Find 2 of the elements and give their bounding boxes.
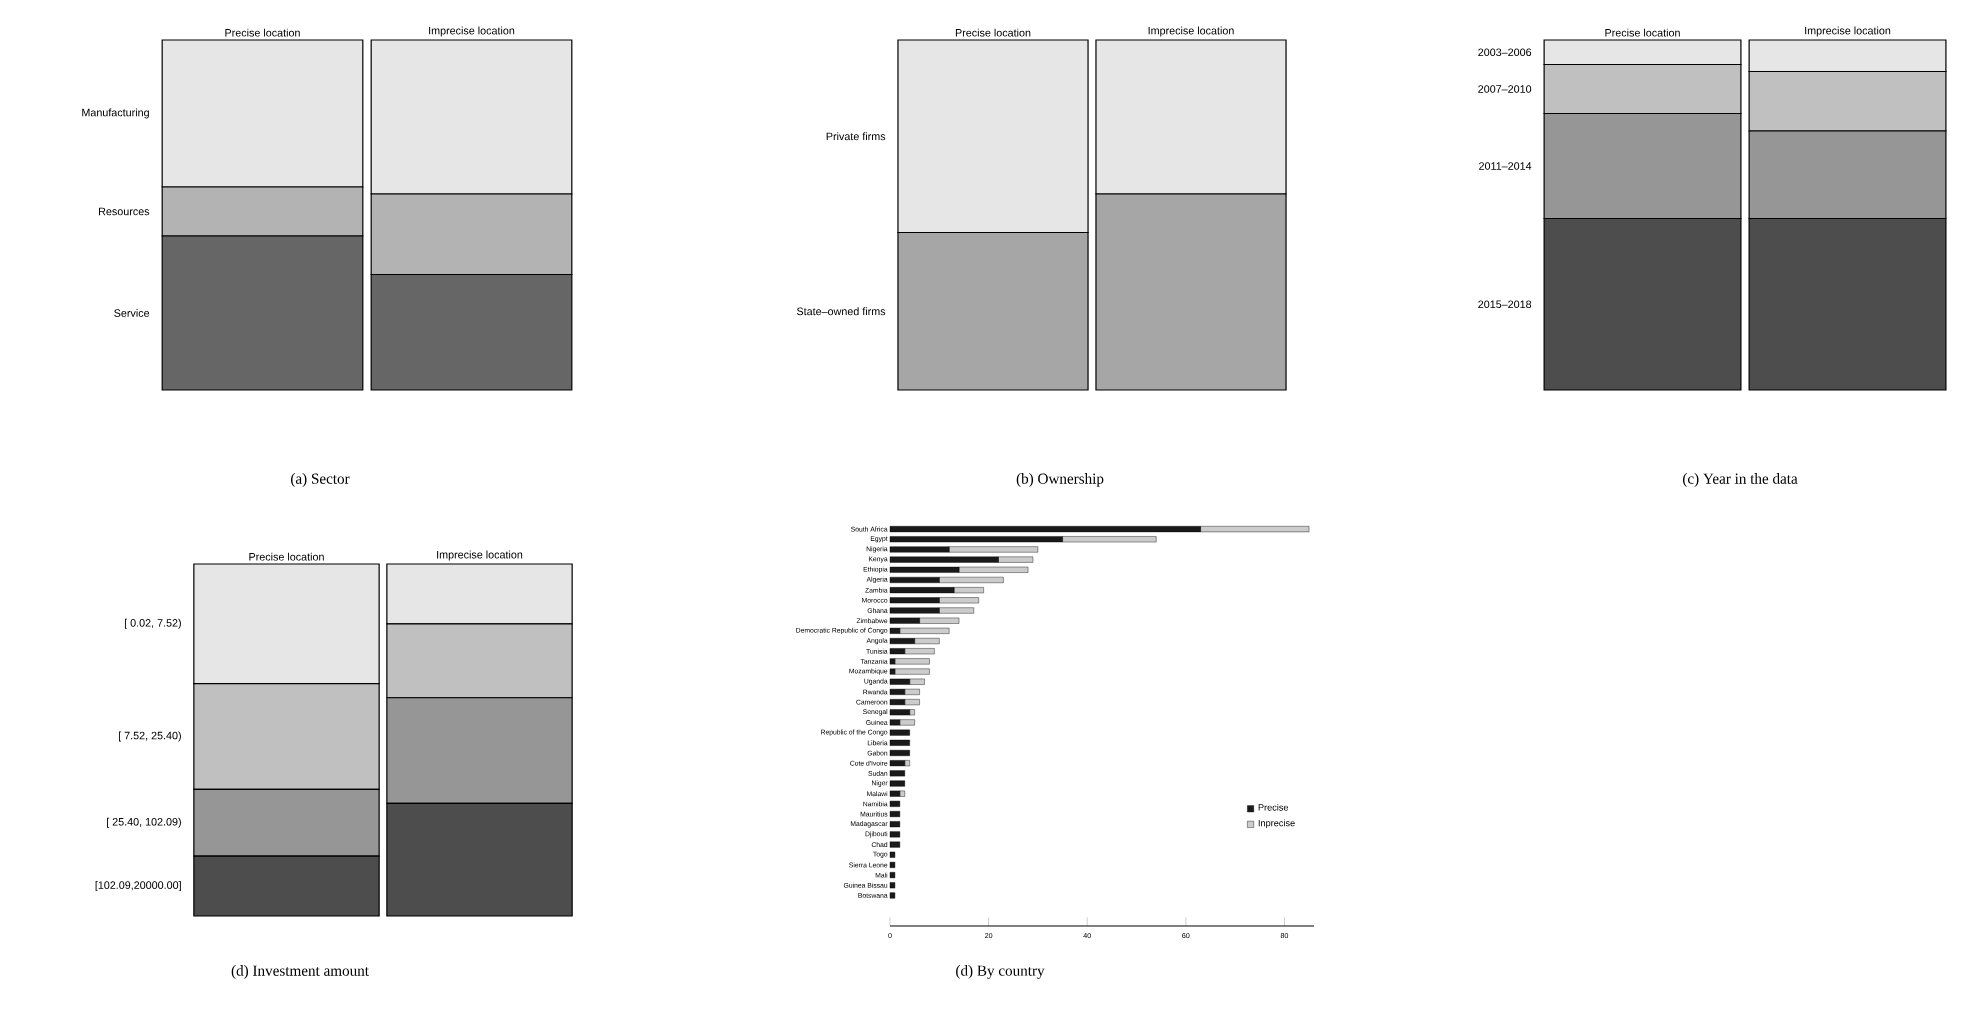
bar [889, 749, 910, 756]
bar [889, 811, 901, 818]
